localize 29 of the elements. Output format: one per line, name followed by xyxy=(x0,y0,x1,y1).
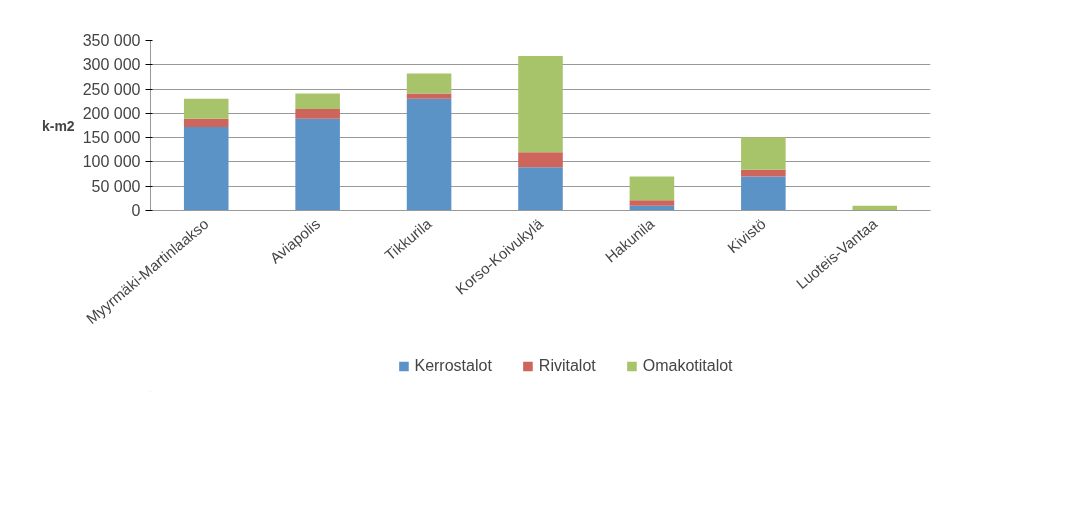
bar xyxy=(741,169,786,177)
bar xyxy=(741,176,786,211)
bar xyxy=(295,93,340,109)
bar xyxy=(183,118,229,127)
y-tick-label: 100 000 xyxy=(82,153,141,171)
y-tick-label: 50 000 xyxy=(91,177,141,195)
bar xyxy=(518,167,563,211)
y-tick-label: 0 xyxy=(131,202,141,219)
bar xyxy=(518,152,563,168)
y-tick-label: 300 000 xyxy=(82,56,141,74)
bar xyxy=(518,56,563,153)
y-tick-label: 150 000 xyxy=(82,129,141,147)
y-axis-title: k-m2 xyxy=(41,117,75,134)
y-tick-label: 200 000 xyxy=(82,104,141,122)
bar xyxy=(629,200,675,206)
bar xyxy=(183,98,229,119)
legend-label: Omakotitalot xyxy=(642,357,733,375)
bar xyxy=(295,118,340,211)
legend-label: Rivitalot xyxy=(538,357,596,375)
bar xyxy=(295,108,340,119)
y-tick-label: 250 000 xyxy=(82,80,141,98)
bar xyxy=(183,126,229,211)
bar xyxy=(406,98,452,211)
y-tick-label: 350 000 xyxy=(82,32,141,49)
bar xyxy=(406,93,452,99)
bar xyxy=(629,176,675,201)
bar xyxy=(741,137,786,170)
legend-label: Kerrostalot xyxy=(414,357,492,375)
bar xyxy=(406,73,452,94)
